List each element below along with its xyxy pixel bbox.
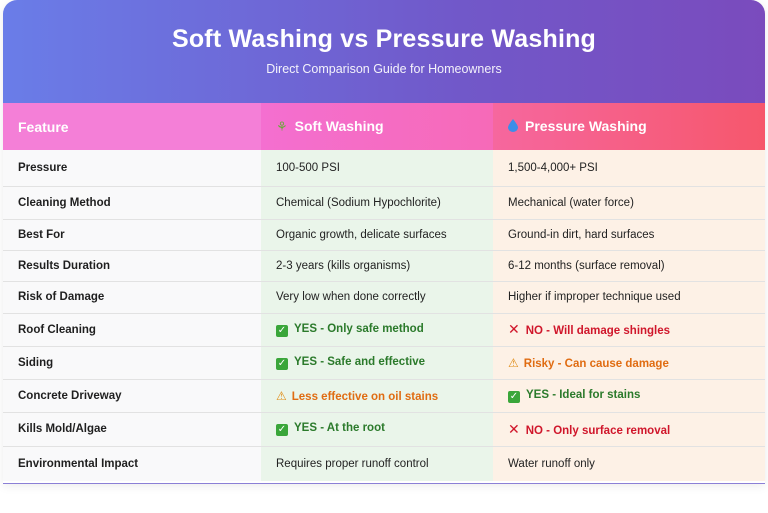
pressure-washing-cell: 6-12 months (surface removal): [493, 250, 765, 282]
cell-text: Organic growth, delicate surfaces: [276, 228, 447, 241]
cell-text: 2-3 years (kills organisms): [276, 259, 411, 272]
check-icon: ✓: [276, 424, 288, 436]
soft-washing-cell: Requires proper runoff control: [261, 446, 493, 481]
page-header: Soft Washing vs Pressure Washing Direct …: [3, 0, 765, 103]
leaf-icon: ⚘: [276, 119, 288, 134]
pressure-washing-cell: ⚠ Risky - Can cause damage: [493, 346, 765, 380]
column-header-label: Pressure Washing: [525, 118, 647, 134]
cell-text: NO - Only surface removal: [525, 424, 671, 437]
cell-text: NO - Will damage shingles: [525, 325, 671, 337]
table-body: Pressure 100-500 PSI 1,500-4,000+ PSI Clean…: [3, 150, 765, 481]
soft-washing-cell: Organic growth, delicate surfaces: [261, 219, 493, 251]
pressure-washing-cell: Water runoff only: [493, 446, 765, 481]
table-row: Roof Cleaning ✓ YES - Only safe method ✕ NO …: [3, 313, 765, 347]
pressure-washing-cell: Higher if improper technique used: [493, 281, 765, 314]
column-header-label: Feature: [18, 118, 69, 135]
feature-cell: Concrete Driveway: [3, 379, 261, 413]
feature-cell: Cleaning Method: [3, 186, 261, 220]
cell-text: Risky - Can cause damage: [523, 357, 669, 370]
table-row: Siding ✓ YES - Safe and effective ⚠ Risky - …: [3, 346, 765, 380]
cell-text: YES - Safe and effective: [294, 355, 426, 368]
feature-cell: Best For: [3, 219, 261, 251]
feature-cell: Roof Cleaning: [3, 313, 261, 347]
table-bottom-border: [3, 483, 765, 484]
soft-washing-cell: ✓ YES - Only safe method: [261, 313, 493, 347]
feature-cell: Kills Mold/Algae: [3, 412, 261, 447]
water-drop-icon: [508, 119, 518, 135]
cell-text: Requires proper runoff control: [276, 457, 429, 470]
warning-icon: ⚠: [276, 388, 287, 403]
soft-washing-cell: Chemical (Sodium Hypochlorite): [261, 186, 493, 220]
pressure-washing-cell: Mechanical (water force): [493, 186, 765, 220]
soft-washing-cell: 100-500 PSI: [261, 150, 493, 187]
cell-text: Chemical (Sodium Hypochlorite): [276, 196, 441, 209]
cell-text: Less effective on oil stains: [291, 390, 439, 403]
page-title: Soft Washing vs Pressure Washing: [171, 25, 597, 53]
column-header-soft-washing: ⚘ Soft Washing: [261, 103, 493, 150]
column-header-feature: Feature: [3, 103, 261, 150]
feature-cell: Risk of Damage: [3, 281, 261, 314]
cell-text: Water runoff only: [508, 457, 595, 470]
table-row: Pressure 100-500 PSI 1,500-4,000+ PSI: [3, 150, 765, 187]
feature-cell: Siding: [3, 346, 261, 380]
pressure-washing-cell: ✕ NO - Will damage shingles: [493, 313, 765, 347]
feature-cell: Environmental Impact: [3, 446, 261, 481]
feature-cell: Results Duration: [3, 250, 261, 282]
check-icon: ✓: [508, 390, 520, 403]
cell-text: Ground-in dirt, hard surfaces: [508, 228, 655, 241]
cell-text: YES - Only safe method: [294, 322, 424, 335]
soft-washing-cell: ⚠ Less effective on oil stains: [261, 379, 493, 413]
table-row: Cleaning Method Chemical (Sodium Hypochlo…: [3, 186, 765, 220]
cell-text: Very low when done correctly: [276, 291, 426, 303]
cell-text: 6-12 months (surface removal): [508, 259, 665, 272]
table-row: Concrete Driveway ⚠ Less effective on oil …: [3, 379, 765, 413]
pressure-washing-cell: ✓ YES - Ideal for stains: [493, 379, 765, 413]
pressure-washing-cell: ✕ NO - Only surface removal: [493, 412, 765, 447]
cell-text: YES - Ideal for stains: [526, 388, 641, 401]
table-row: Results Duration 2-3 years (kills organis…: [3, 250, 765, 282]
table-row: Kills Mold/Algae ✓ YES - At the root ✕ NO - …: [3, 412, 765, 447]
feature-cell: Pressure: [3, 150, 261, 187]
cell-text: 100-500 PSI: [276, 161, 340, 174]
table-header-row: Feature ⚘ Soft Washing Pressure Washing: [3, 103, 765, 150]
comparison-card: Soft Washing vs Pressure Washing Direct …: [3, 0, 765, 484]
cell-text: YES - At the root: [294, 422, 385, 434]
check-icon: ✓: [276, 357, 288, 370]
table-row: Risk of Damage Very low when done correct…: [3, 281, 765, 314]
table-row: Environmental Impact Requires proper runo…: [3, 446, 765, 481]
cross-icon: ✕: [508, 420, 520, 437]
cell-text: 1,500-4,000+ PSI: [508, 161, 598, 174]
table-row: Best For Organic growth, delicate surface…: [3, 219, 765, 251]
column-header-pressure-washing: Pressure Washing: [493, 103, 765, 150]
cell-text: Mechanical (water force): [508, 196, 634, 209]
pressure-washing-cell: 1,500-4,000+ PSI: [493, 150, 765, 187]
soft-washing-cell: Very low when done correctly: [261, 281, 493, 314]
soft-washing-cell: ✓ YES - At the root: [261, 412, 493, 447]
check-icon: ✓: [276, 324, 288, 337]
page-subtitle: Direct Comparison Guide for Homeowners: [266, 62, 502, 76]
cell-text: Higher if improper technique used: [508, 291, 681, 303]
warning-icon: ⚠: [508, 355, 519, 370]
column-header-label: Soft Washing: [294, 118, 384, 134]
soft-washing-cell: ✓ YES - Safe and effective: [261, 346, 493, 380]
cross-icon: ✕: [508, 321, 520, 337]
pressure-washing-cell: Ground-in dirt, hard surfaces: [493, 219, 765, 251]
soft-washing-cell: 2-3 years (kills organisms): [261, 250, 493, 282]
comparison-table: Feature ⚘ Soft Washing Pressure Washing P…: [3, 103, 765, 481]
